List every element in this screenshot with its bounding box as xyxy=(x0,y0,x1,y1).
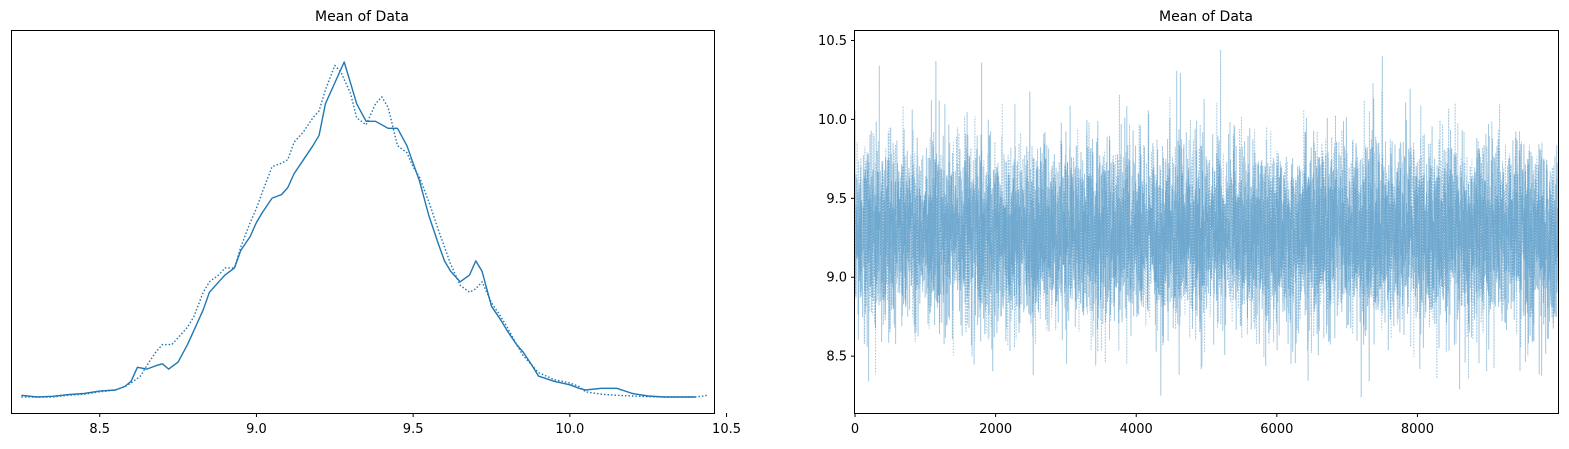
trace-y-tick-label: 9.0 xyxy=(826,271,847,286)
trace-plot-frame xyxy=(854,30,1559,414)
kde-x-tick-label: 9.0 xyxy=(246,422,267,437)
trace-plot: Mean of Data 0 2000 4000 6000 8000 8.5 9.0 9.5 1… xyxy=(818,9,1559,437)
trace-chain-solid xyxy=(854,56,1559,398)
trace-x-tick-label: 2000 xyxy=(979,422,1012,437)
trace-x-tick-label: 4000 xyxy=(1120,422,1153,437)
kde-plot: Mean of Data 8.5 9.0 9.5 10.0 10.5 xyxy=(11,9,741,437)
kde-series-solid xyxy=(21,61,696,398)
kde-plot-frame xyxy=(11,30,715,414)
kde-x-tick-label: 10.5 xyxy=(712,422,741,437)
trace-x-tick-label: 0 xyxy=(851,422,859,437)
trace-y-tick-label: 10.5 xyxy=(818,34,847,49)
kde-series-dotted xyxy=(21,64,708,398)
kde-plot-title: Mean of Data xyxy=(315,9,409,25)
trace-plot-title: Mean of Data xyxy=(1159,9,1253,25)
trace-x-tick-label: 6000 xyxy=(1260,422,1293,437)
trace-chain-dotted xyxy=(854,49,1559,390)
trace-x-tick-label: 8000 xyxy=(1401,422,1434,437)
trace-y-tick-label: 8.5 xyxy=(826,350,847,365)
trace-y-tick-label: 9.5 xyxy=(826,192,847,207)
kde-x-tick-label: 9.5 xyxy=(403,422,424,437)
trace-y-tick-label: 10.0 xyxy=(818,113,847,128)
kde-x-tick-label: 10.0 xyxy=(555,422,584,437)
kde-x-tick-label: 8.5 xyxy=(89,422,110,437)
